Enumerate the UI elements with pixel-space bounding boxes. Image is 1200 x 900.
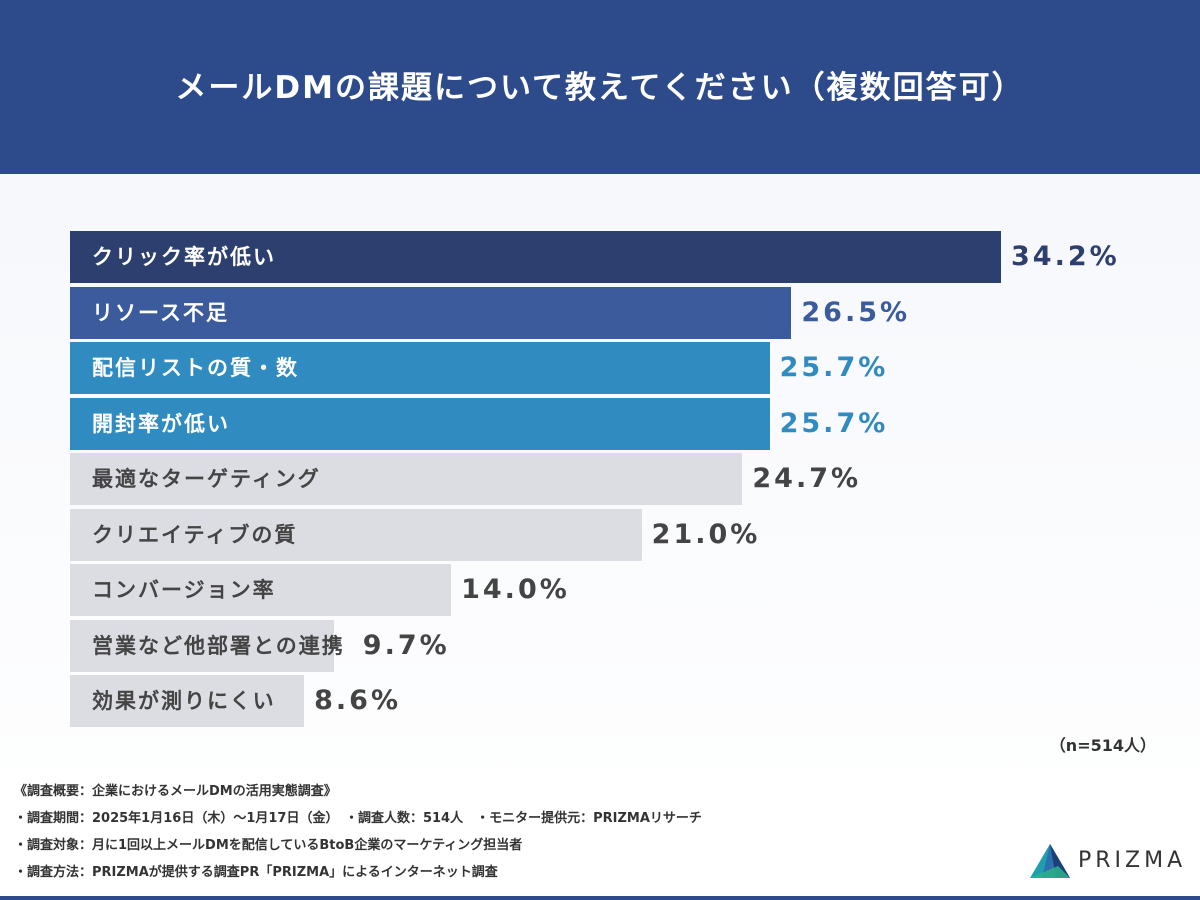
survey-target-line: ・調査対象：月に1回以上メールDMを配信しているBtoB企業のマーケティング担当…: [14, 838, 523, 853]
sample-size-note: （n=514人）: [1049, 736, 1156, 755]
survey-footer: 《調査概要：企業におけるメールDMの活用実態調査》 ・調査期間：2025年1月1…: [0, 768, 1200, 900]
bar-value-label: 21.0%: [651, 518, 761, 550]
bar-label: 営業など他部署との連携: [92, 633, 345, 658]
bar-label: クリエイティブの質: [92, 522, 298, 547]
bar: [70, 231, 1001, 283]
bar-value-label: 24.7%: [752, 463, 862, 494]
bottom-rule: [0, 896, 1200, 900]
bar-label: 配信リストの質・数: [92, 356, 299, 380]
bar-label: コンバージョン率: [92, 578, 276, 602]
prizma-logo-text: PRIZMA: [1078, 848, 1187, 873]
bar: [70, 397, 770, 450]
bar: [70, 453, 743, 505]
bar-label: 最適なターゲティング: [92, 467, 321, 491]
survey-method-line: ・調査方法：PRIZMAが提供する調査PR「PRIZMA」によるインターネット調…: [14, 865, 498, 880]
bar: [70, 564, 452, 616]
bar: [70, 619, 335, 672]
bar: [70, 508, 642, 561]
header-banner: メールDMの課題について教えてください（複数回答可）: [0, 0, 1200, 174]
survey-overview-heading: 《調査概要：企業におけるメールDMの活用実態調査》: [14, 784, 337, 799]
bar-value-label: 25.7%: [779, 352, 889, 383]
bar-value-label: 14.0%: [461, 574, 570, 605]
bar-label: リソース不足: [92, 300, 229, 325]
survey-period-line: ・調査期間：2025年1月16日（木）～1月17日（金） ・調査人数：514人 …: [14, 811, 702, 826]
bar-value-label: 9.7%: [362, 629, 450, 661]
prizma-logo: PRIZMA: [1028, 842, 1182, 882]
chart-title: メールDMの課題について教えてください（複数回答可）: [175, 70, 1025, 106]
bar: [70, 675, 305, 727]
bar-value-label: 25.7%: [779, 407, 889, 439]
bar-label: 開封率が低い: [92, 411, 230, 436]
bar-label: 効果が測りにくい: [92, 689, 276, 713]
bar-value-label: 26.5%: [801, 296, 911, 328]
bar: [70, 286, 792, 339]
bar: [70, 342, 770, 394]
bar-label: クリック率が低い: [92, 245, 276, 269]
bar-value-label: 34.2%: [1011, 241, 1120, 272]
bar-value-label: 8.6%: [314, 685, 401, 716]
prizma-logo-icon: [1030, 844, 1070, 878]
